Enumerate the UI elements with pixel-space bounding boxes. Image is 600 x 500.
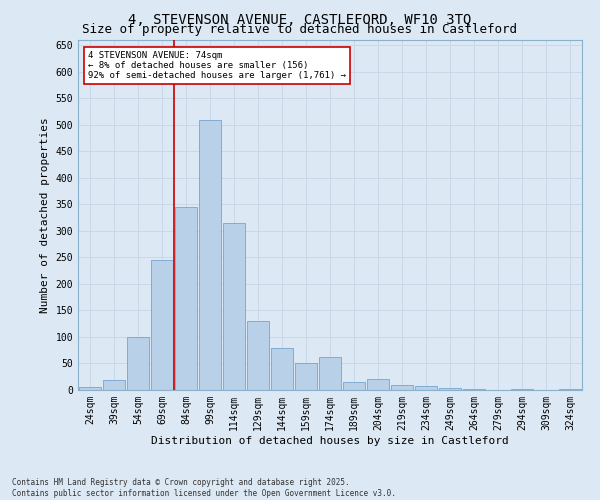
X-axis label: Distribution of detached houses by size in Castleford: Distribution of detached houses by size … xyxy=(151,436,509,446)
Bar xyxy=(559,389,581,390)
Bar xyxy=(343,382,365,390)
Bar xyxy=(439,388,461,390)
Bar xyxy=(319,357,341,390)
Text: 4, STEVENSON AVENUE, CASTLEFORD, WF10 3TQ: 4, STEVENSON AVENUE, CASTLEFORD, WF10 3T… xyxy=(128,12,472,26)
Bar xyxy=(79,388,101,390)
Bar xyxy=(175,207,197,390)
Bar xyxy=(199,120,221,390)
Y-axis label: Number of detached properties: Number of detached properties xyxy=(40,117,50,313)
Bar xyxy=(247,321,269,390)
Text: 4 STEVENSON AVENUE: 74sqm
← 8% of detached houses are smaller (156)
92% of semi-: 4 STEVENSON AVENUE: 74sqm ← 8% of detach… xyxy=(88,50,346,80)
Bar xyxy=(295,364,317,390)
Bar xyxy=(151,260,173,390)
Bar xyxy=(511,389,533,390)
Text: Contains HM Land Registry data © Crown copyright and database right 2025.
Contai: Contains HM Land Registry data © Crown c… xyxy=(12,478,396,498)
Bar xyxy=(463,389,485,390)
Bar xyxy=(415,386,437,390)
Bar xyxy=(367,380,389,390)
Bar xyxy=(271,348,293,390)
Bar xyxy=(391,384,413,390)
Text: Size of property relative to detached houses in Castleford: Size of property relative to detached ho… xyxy=(83,22,517,36)
Bar xyxy=(223,223,245,390)
Bar xyxy=(127,337,149,390)
Bar xyxy=(103,380,125,390)
